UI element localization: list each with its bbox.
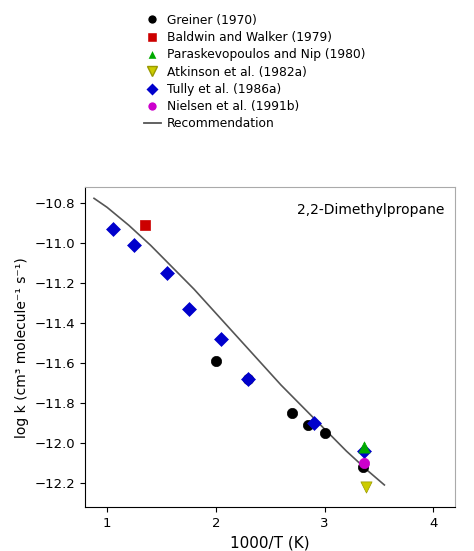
- Legend: Greiner (1970), Baldwin and Walker (1979), Paraskevopoulos and Nip (1980), Atkin: Greiner (1970), Baldwin and Walker (1979…: [139, 9, 370, 136]
- Point: [321, 429, 328, 437]
- Point: [163, 269, 171, 278]
- Point: [141, 221, 149, 230]
- Point: [245, 375, 252, 383]
- Point: [304, 420, 312, 429]
- Point: [360, 458, 367, 467]
- Point: [359, 462, 366, 471]
- Text: 2,2-Dimethylpropane: 2,2-Dimethylpropane: [297, 203, 444, 217]
- Point: [310, 419, 318, 428]
- Point: [218, 334, 225, 344]
- Point: [360, 446, 367, 455]
- Y-axis label: log k (cm³ molecule⁻¹ s⁻¹): log k (cm³ molecule⁻¹ s⁻¹): [15, 257, 29, 437]
- Point: [185, 305, 192, 314]
- Point: [245, 375, 252, 383]
- Point: [362, 483, 370, 491]
- Point: [130, 241, 138, 250]
- Point: [288, 409, 296, 418]
- X-axis label: 1000/T (K): 1000/T (K): [230, 535, 310, 550]
- Point: [360, 442, 367, 451]
- Point: [212, 356, 219, 365]
- Point: [109, 225, 116, 234]
